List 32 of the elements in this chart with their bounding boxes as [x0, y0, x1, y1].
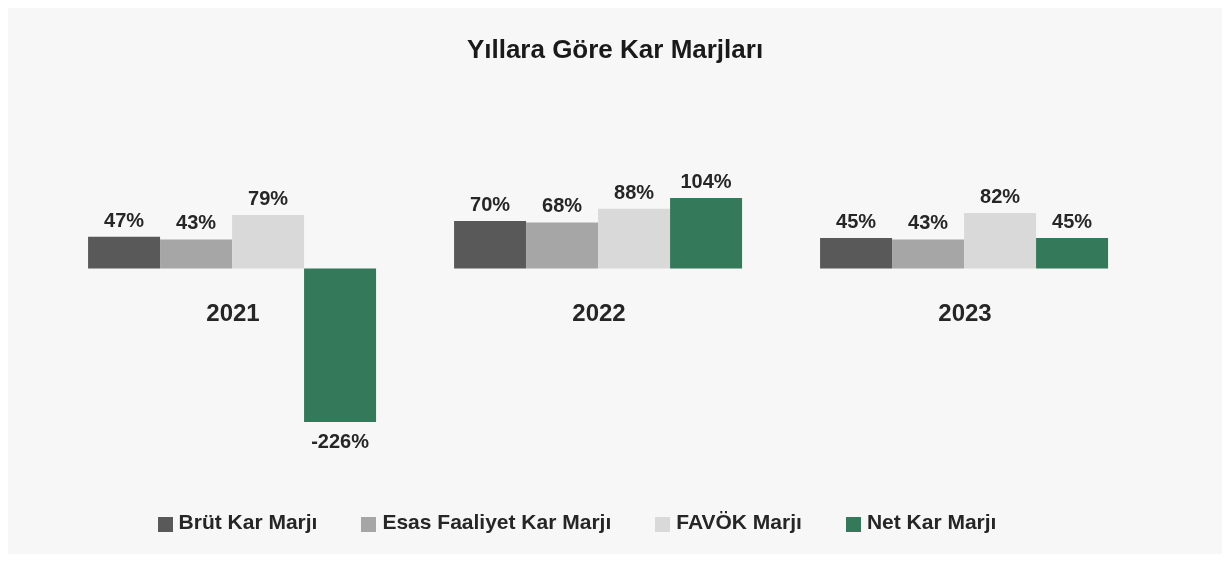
bar [160, 239, 233, 269]
data-label: 45% [1052, 210, 1093, 233]
data-label: 82% [980, 184, 1021, 207]
bar [454, 221, 527, 269]
bar [670, 198, 743, 269]
legend-label: Net Kar Marjı [866, 510, 997, 533]
legend-label: Brüt Kar Marjı [178, 510, 318, 533]
legend-label: Esas Faaliyet Kar Marjı [382, 510, 612, 533]
chart-title: Yıllara Göre Kar Marjları [466, 34, 764, 64]
bar [1036, 238, 1109, 269]
data-label: 43% [908, 211, 949, 234]
bar [526, 222, 599, 269]
data-label: 79% [248, 186, 289, 209]
bar [304, 268, 377, 422]
bar [88, 236, 161, 269]
data-label: 70% [470, 193, 511, 216]
data-label: 68% [542, 194, 583, 217]
bar [598, 208, 671, 269]
legend-label: FAVÖK Marjı [676, 510, 802, 533]
data-label: 104% [680, 170, 732, 192]
data-label: 43% [176, 211, 217, 234]
data-label: 45% [836, 210, 877, 233]
bar [820, 238, 893, 269]
bar [232, 214, 305, 269]
data-label: -226% [311, 430, 370, 452]
bar [892, 239, 965, 269]
x-tick-label: 2023 [938, 298, 992, 326]
x-tick-label: 2021 [206, 298, 260, 326]
bar [964, 212, 1037, 269]
data-label: 88% [614, 180, 655, 203]
data-label: 47% [104, 208, 145, 231]
x-tick-label: 2022 [572, 298, 626, 326]
